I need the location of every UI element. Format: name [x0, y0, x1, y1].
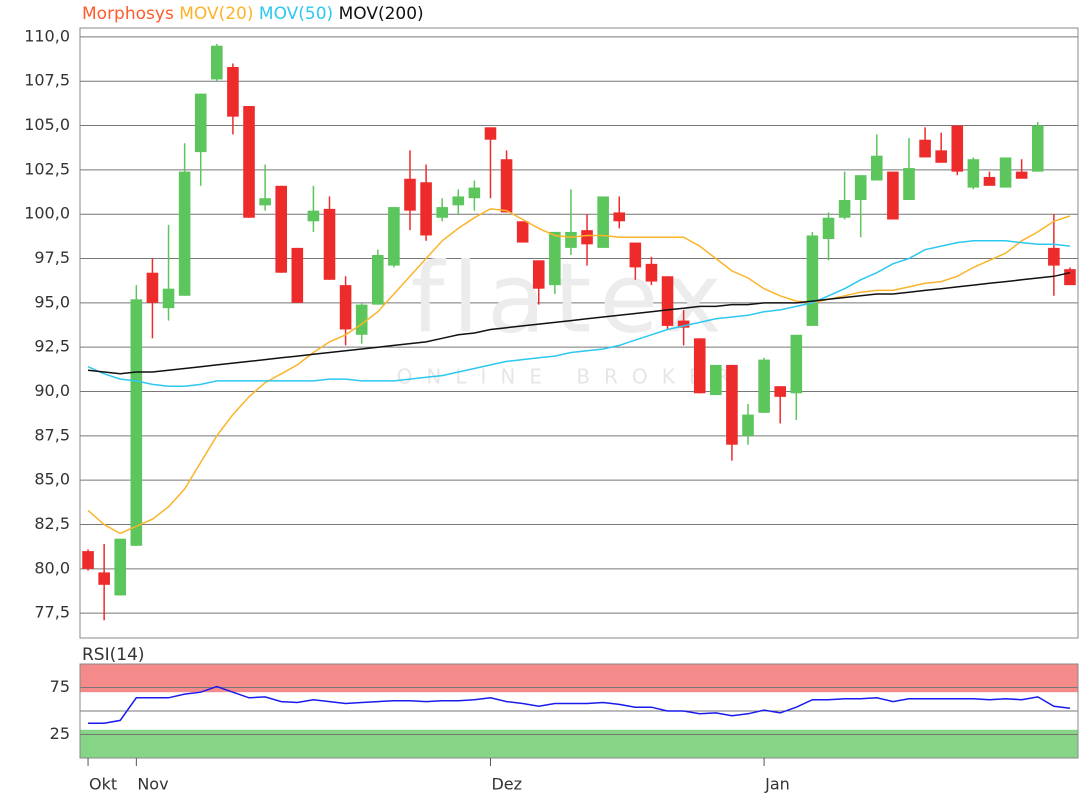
candle-body: [838, 200, 851, 218]
candle-body: [758, 359, 770, 413]
line-series: [88, 685, 1071, 724]
y-tick-label: 82,5: [34, 514, 70, 533]
candle-body: [307, 210, 320, 222]
candle-body: [243, 106, 255, 218]
candle-body: [452, 196, 465, 206]
candle-body: [774, 386, 787, 397]
y-tick-label: 87,5: [34, 425, 70, 444]
x-tick-label: Nov: [137, 775, 168, 794]
y-tick-label: 77,5: [34, 603, 70, 622]
candle-body: [420, 182, 432, 236]
candle-body: [211, 45, 223, 80]
legend-entry: MOV(50): [259, 4, 333, 24]
candle-body: [581, 230, 593, 245]
candle-body: [919, 139, 931, 158]
candle-body: [967, 159, 980, 188]
candle-body: [323, 208, 336, 280]
candle-body: [726, 364, 738, 445]
candle-body: [903, 168, 915, 201]
candle-body: [790, 334, 803, 394]
legend-entry: MOV(200): [339, 4, 424, 24]
y-tick-label: 92,5: [34, 337, 70, 356]
candle-body: [870, 155, 883, 181]
candle-body: [98, 572, 110, 585]
watermark: flatex: [410, 242, 729, 354]
line-series: [87, 240, 1071, 387]
candle-body: [468, 187, 481, 199]
candle-body: [194, 93, 207, 153]
y-tick-label: 95,0: [34, 292, 70, 311]
y-tick-label: 107,5: [24, 71, 70, 90]
plot-frame: [79, 663, 1079, 759]
candle-body: [1064, 269, 1076, 286]
y-tick-label: 100,0: [24, 204, 70, 223]
x-tick-label: Jan: [764, 775, 790, 794]
candle-body: [146, 272, 159, 303]
candle-body: [629, 242, 642, 268]
candle-body: [82, 551, 94, 569]
y-tick-label: 80,0: [34, 558, 70, 577]
candle-body: [742, 414, 754, 436]
x-tick-label: Okt: [89, 775, 117, 794]
line-series: [87, 271, 1071, 375]
x-tick-label: Dez: [491, 775, 522, 794]
candle-body: [1015, 171, 1028, 179]
y-tick-label: 105,0: [24, 115, 70, 134]
legend-entry: Morphosys: [82, 4, 174, 24]
candle-body: [130, 299, 143, 546]
candle-body: [500, 159, 513, 213]
candle-body: [275, 185, 288, 273]
candle-body: [388, 207, 400, 266]
candle-body: [162, 288, 175, 309]
candle-body: [645, 263, 658, 282]
legend-entry: MOV(20): [179, 4, 253, 24]
candle-body: [822, 217, 835, 240]
y-tick-label: 85,0: [34, 470, 70, 489]
candle-body: [549, 231, 561, 286]
y-tick-label: 25: [50, 724, 70, 743]
legend: Morphosys MOV(20) MOV(50) MOV(200): [82, 4, 424, 24]
candle-body: [114, 538, 127, 596]
candle-body: [710, 364, 722, 396]
y-tick-label: 110,0: [24, 26, 70, 45]
candle-body: [677, 320, 690, 328]
candle-body: [227, 67, 239, 117]
candle-body: [999, 157, 1012, 188]
candle-body: [339, 285, 352, 330]
candle-body: [887, 171, 899, 220]
candle-body: [1048, 247, 1060, 266]
candle-body: [355, 304, 368, 335]
candle-body: [371, 254, 384, 305]
candle-body: [532, 260, 545, 289]
candle-body: [983, 176, 996, 186]
candle-body: [951, 125, 964, 172]
y-tick-label: 102,5: [24, 159, 70, 178]
candle-body: [693, 338, 706, 394]
candle-body: [1031, 125, 1044, 172]
plot-frame: [79, 27, 1079, 639]
y-tick-label: 90,0: [34, 381, 70, 400]
candle-body: [484, 127, 497, 140]
line-series: [87, 208, 1071, 535]
watermark: ONLINE BROKER: [397, 365, 744, 389]
candle-body: [806, 235, 819, 326]
candle-body: [404, 178, 416, 211]
candle-body: [854, 175, 867, 201]
candle-body: [259, 198, 271, 206]
y-tick-label: 97,5: [34, 248, 70, 267]
candle-body: [436, 207, 448, 218]
indicator-label: RSI(14): [82, 645, 145, 665]
candle-body: [613, 212, 626, 222]
y-tick-label: 75: [50, 677, 70, 696]
candle-body: [565, 231, 577, 248]
candle-body: [178, 171, 191, 296]
candle-body: [935, 150, 947, 163]
candle-body: [597, 196, 609, 248]
candle-body: [291, 247, 304, 303]
candle-body: [661, 276, 674, 326]
candle-body: [516, 221, 529, 243]
